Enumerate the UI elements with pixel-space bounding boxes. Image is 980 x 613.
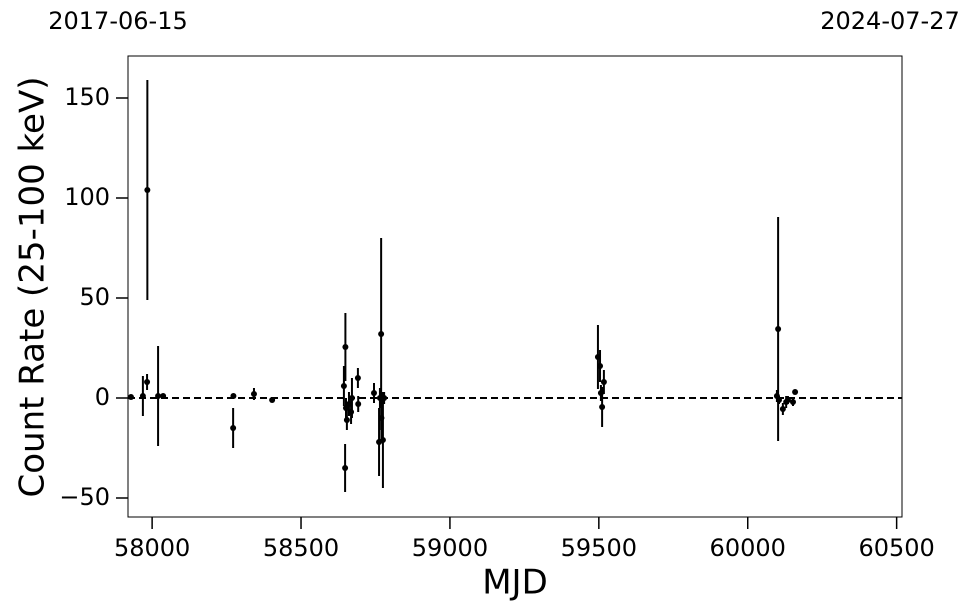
y-tick-label: 50 [79,283,110,311]
data-point [340,383,347,389]
data-point [342,344,349,350]
data-point [378,415,385,421]
data-point [250,391,257,397]
data-point [345,401,352,407]
data-point [144,187,151,193]
data-point [230,393,237,399]
data-point [600,379,607,385]
y-tick-label: 0 [95,383,110,411]
plot-frame [127,55,903,518]
data-point [269,397,276,403]
top-date-label: 2017-06-15 [48,7,187,35]
data-point [378,331,385,337]
data-point [355,401,362,407]
data-point [144,379,151,385]
data-point [343,417,350,423]
data-point [354,375,361,381]
x-tick-label: 58000 [114,534,190,562]
data-point [139,393,146,399]
x-tick-label: 59000 [412,534,488,562]
data-point [348,409,355,415]
data-point [342,465,349,471]
data-point [379,437,386,443]
data-point [779,406,786,412]
data-point [597,390,604,396]
data-point [597,363,604,369]
data-point [792,389,799,395]
data-point [594,354,601,360]
x-axis-label: MJD [482,563,548,603]
data-point [127,394,134,400]
top-date-label: 2024-07-27 [820,7,959,35]
x-tick-label: 60500 [858,534,934,562]
data-point [381,395,388,401]
y-axis-label: Count Rate (25-100 keV) [13,77,53,498]
x-tick-label: 59500 [561,534,637,562]
data-point [784,397,791,403]
data-point [160,393,167,399]
data-point [790,399,797,405]
data-point [230,425,237,431]
data-point [775,326,782,332]
y-tick-label: 150 [64,83,110,111]
data-point [370,390,377,396]
x-tick-label: 60000 [710,534,786,562]
data-point [155,393,162,399]
data-point [776,397,783,403]
data-point [599,404,606,410]
x-tick-label: 58500 [263,534,339,562]
data-point [348,395,355,401]
y-tick-label: 100 [64,183,110,211]
y-tick-label: −50 [59,483,110,511]
